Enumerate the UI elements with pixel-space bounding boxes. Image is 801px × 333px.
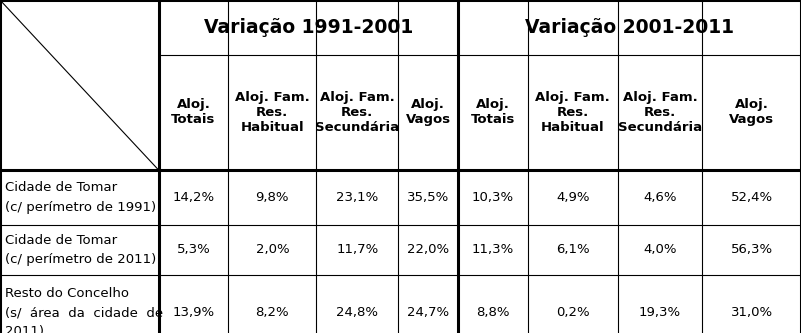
- Text: Aloj. Fam.
Res.
Secundária: Aloj. Fam. Res. Secundária: [315, 91, 400, 134]
- Text: 23,1%: 23,1%: [336, 191, 378, 204]
- Text: 2,0%: 2,0%: [256, 243, 289, 256]
- Text: 19,3%: 19,3%: [639, 306, 681, 319]
- Text: Aloj.
Totais: Aloj. Totais: [171, 99, 215, 127]
- Text: Aloj.
Vagos: Aloj. Vagos: [405, 99, 451, 127]
- Text: 2011): 2011): [5, 325, 44, 333]
- Text: Aloj. Fam.
Res.
Habitual: Aloj. Fam. Res. Habitual: [235, 91, 310, 134]
- Text: 35,5%: 35,5%: [407, 191, 449, 204]
- Text: 56,3%: 56,3%: [731, 243, 773, 256]
- Text: Aloj.
Totais: Aloj. Totais: [471, 99, 515, 127]
- Text: 8,8%: 8,8%: [477, 306, 509, 319]
- Text: 8,2%: 8,2%: [256, 306, 289, 319]
- Text: 5,3%: 5,3%: [176, 243, 211, 256]
- Text: 14,2%: 14,2%: [172, 191, 215, 204]
- Text: Cidade de Tomar: Cidade de Tomar: [5, 181, 117, 194]
- Text: 24,7%: 24,7%: [407, 306, 449, 319]
- Text: 13,9%: 13,9%: [172, 306, 215, 319]
- Text: 4,0%: 4,0%: [643, 243, 677, 256]
- Text: 4,6%: 4,6%: [643, 191, 677, 204]
- Text: (c/ perímetro de 2011): (c/ perímetro de 2011): [5, 253, 156, 266]
- Text: 52,4%: 52,4%: [731, 191, 773, 204]
- Text: Aloj. Fam.
Res.
Habitual: Aloj. Fam. Res. Habitual: [535, 91, 610, 134]
- Text: 24,8%: 24,8%: [336, 306, 378, 319]
- Text: Cidade de Tomar: Cidade de Tomar: [5, 234, 117, 247]
- Text: 10,3%: 10,3%: [472, 191, 514, 204]
- Text: Aloj. Fam.
Res.
Secundária: Aloj. Fam. Res. Secundária: [618, 91, 702, 134]
- Text: 31,0%: 31,0%: [731, 306, 773, 319]
- Text: 4,9%: 4,9%: [556, 191, 590, 204]
- Text: (s/  área  da  cidade  de: (s/ área da cidade de: [5, 306, 163, 319]
- Text: 6,1%: 6,1%: [556, 243, 590, 256]
- Text: Resto do Concelho: Resto do Concelho: [5, 287, 129, 300]
- Text: 9,8%: 9,8%: [256, 191, 289, 204]
- Text: 11,7%: 11,7%: [336, 243, 378, 256]
- Text: Aloj.
Vagos: Aloj. Vagos: [729, 99, 775, 127]
- Text: Variação 2001-2011: Variação 2001-2011: [525, 18, 734, 37]
- Text: 22,0%: 22,0%: [407, 243, 449, 256]
- Text: 11,3%: 11,3%: [472, 243, 514, 256]
- Text: Variação 1991-2001: Variação 1991-2001: [203, 18, 413, 37]
- Text: 0,2%: 0,2%: [556, 306, 590, 319]
- Text: (c/ perímetro de 1991): (c/ perímetro de 1991): [5, 201, 156, 214]
